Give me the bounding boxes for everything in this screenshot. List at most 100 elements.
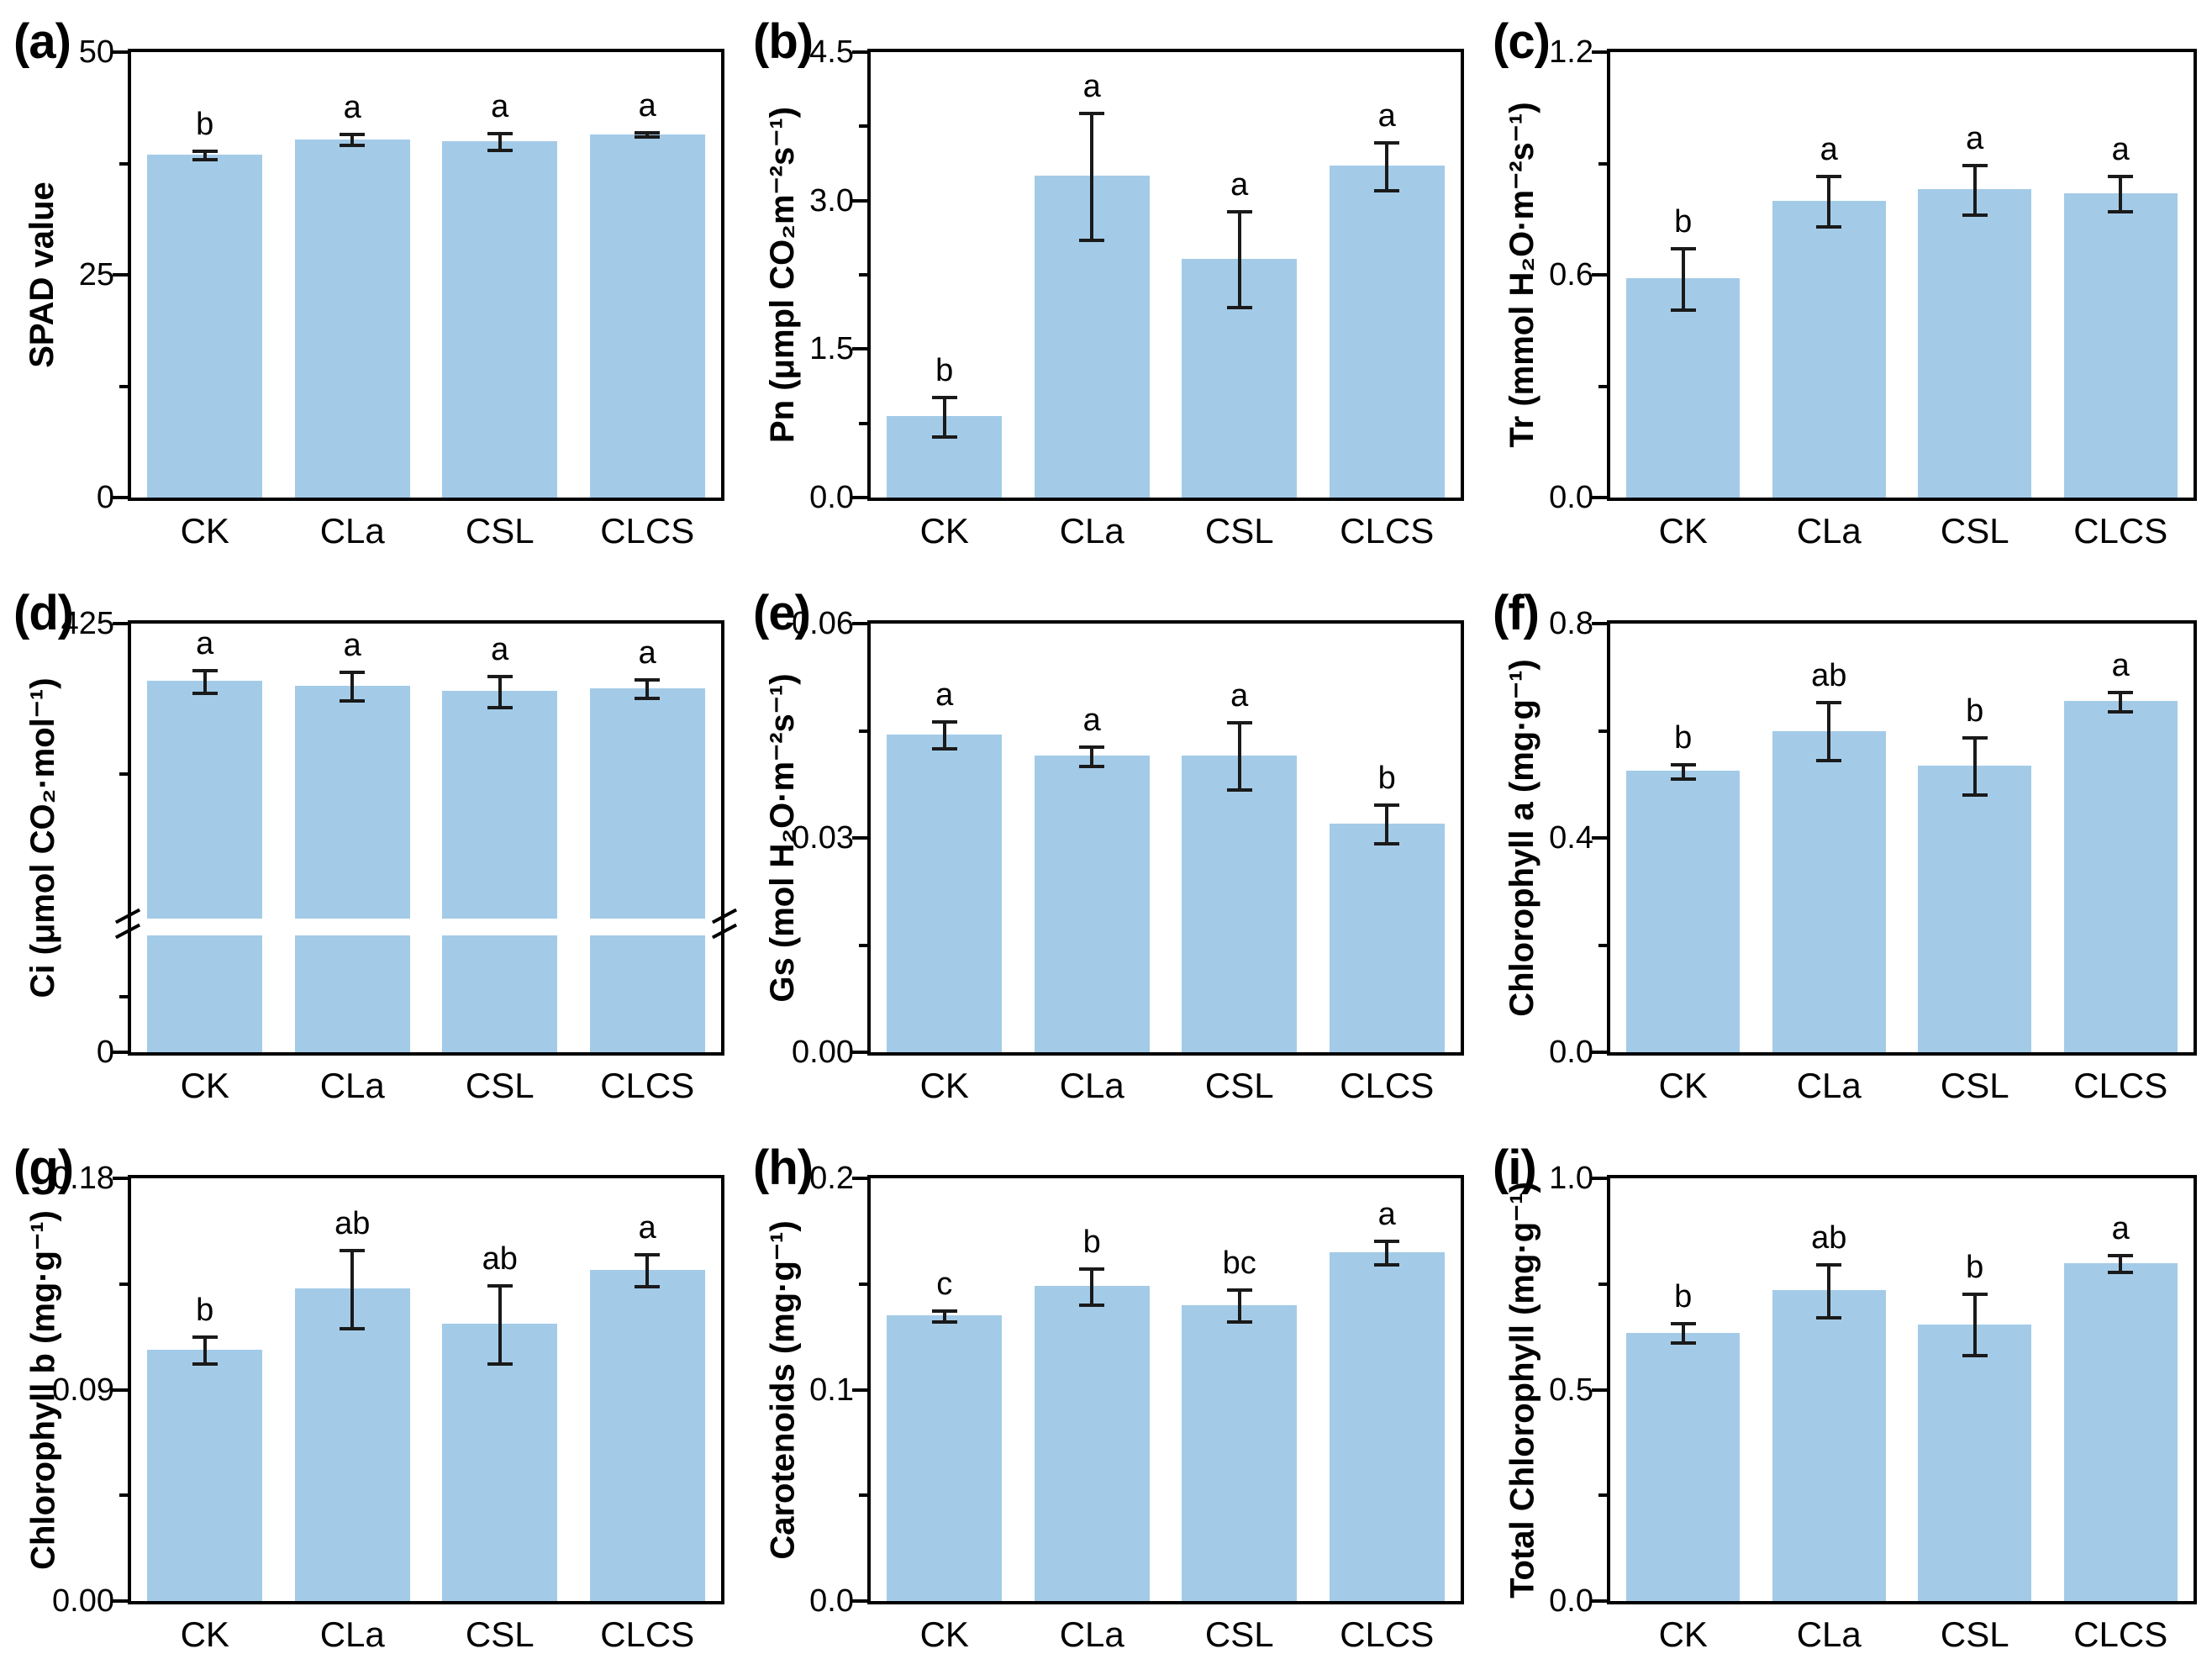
y-minor-tick bbox=[859, 124, 867, 129]
error-bar-cap-top bbox=[192, 149, 218, 153]
error-bar bbox=[1385, 1239, 1389, 1266]
error-bar-cap-bottom bbox=[192, 158, 218, 162]
bar bbox=[590, 1270, 705, 1601]
error-bar bbox=[1972, 1292, 1977, 1356]
error-bar bbox=[1090, 745, 1094, 766]
y-major-tick bbox=[113, 496, 128, 499]
bar bbox=[1626, 278, 1740, 498]
sig-letter: b bbox=[196, 106, 214, 142]
error-bar-cap-bottom bbox=[2108, 710, 2134, 714]
y-minor-tick bbox=[1598, 729, 1607, 733]
x-category-label: CK bbox=[919, 1066, 969, 1105]
y-minor-tick bbox=[859, 1282, 867, 1286]
error-bar bbox=[942, 719, 946, 749]
y-major-tick bbox=[1592, 836, 1607, 840]
y-tick-label: 25 bbox=[78, 257, 114, 292]
bar bbox=[887, 735, 1002, 1052]
error-bar-cap-top bbox=[1670, 1322, 1696, 1326]
x-category-label: CLa bbox=[1059, 511, 1124, 550]
error-bar-cap-bottom bbox=[2108, 209, 2134, 213]
y-minor-tick bbox=[1598, 161, 1607, 166]
error-bar-cap-bottom bbox=[1079, 765, 1105, 768]
sig-letter: a bbox=[1966, 120, 1984, 156]
bar bbox=[590, 134, 705, 498]
bar bbox=[1626, 771, 1740, 1052]
error-bar-cap-top bbox=[192, 1335, 218, 1340]
y-minor-tick bbox=[1598, 943, 1607, 947]
bar bbox=[442, 691, 557, 1052]
error-bar-cap-bottom bbox=[635, 134, 661, 139]
y-major-tick bbox=[1592, 50, 1607, 54]
bar bbox=[295, 686, 410, 1052]
sig-letter: b bbox=[935, 352, 954, 388]
x-category-label: CK bbox=[919, 1614, 969, 1654]
error-bar-cap-top bbox=[1226, 721, 1252, 725]
error-bar-cap-top bbox=[635, 677, 661, 682]
x-category-label: CSL bbox=[1204, 1614, 1274, 1654]
sig-letter: a bbox=[1082, 702, 1101, 738]
sig-letter: bc bbox=[1222, 1245, 1256, 1281]
sig-letter: b bbox=[1377, 761, 1396, 797]
y-axis-label: Pn (μmpl CO₂m⁻²s⁻¹) bbox=[764, 106, 801, 444]
bar bbox=[1772, 731, 1886, 1052]
y-tick-label: 0.6 bbox=[1549, 257, 1593, 292]
error-bar bbox=[498, 675, 502, 708]
x-category-label: CLa bbox=[1796, 1614, 1862, 1654]
error-bar-cap-bottom bbox=[1374, 841, 1400, 845]
x-category-label: CLCS bbox=[1340, 511, 1435, 550]
y-major-tick bbox=[852, 1051, 867, 1054]
error-bar bbox=[1237, 210, 1241, 308]
sig-letter: ab bbox=[1811, 658, 1847, 694]
error-bar bbox=[498, 1283, 502, 1364]
error-bar-cap-top bbox=[1816, 174, 1842, 178]
error-bar-cap-bottom bbox=[1962, 793, 1988, 797]
bar bbox=[1330, 1252, 1445, 1601]
error-bar-cap-top bbox=[635, 1253, 661, 1257]
sig-letter: b bbox=[1082, 1224, 1101, 1260]
bar bbox=[1918, 766, 2031, 1052]
x-category-label: CK bbox=[180, 1614, 229, 1654]
error-bar-cap-top bbox=[1374, 803, 1400, 808]
x-category-label: CLa bbox=[319, 1066, 385, 1105]
y-major-tick bbox=[852, 622, 867, 625]
x-category-label: CSL bbox=[1204, 511, 1274, 550]
error-bar-cap-top bbox=[1816, 1262, 1842, 1267]
sig-letter: ab bbox=[334, 1205, 371, 1241]
axis-break-band bbox=[131, 919, 721, 935]
y-major-tick bbox=[113, 50, 128, 54]
error-bar bbox=[498, 132, 502, 150]
error-bar bbox=[1827, 174, 1831, 227]
x-category-label: CK bbox=[180, 511, 229, 550]
error-bar-cap-top bbox=[2108, 690, 2134, 694]
sig-letter: a bbox=[343, 90, 361, 126]
sig-letter: b bbox=[1674, 203, 1693, 240]
error-bar-cap-top bbox=[340, 1248, 366, 1252]
x-category-label: CK bbox=[1658, 511, 1708, 550]
bar bbox=[1918, 189, 2031, 498]
y-tick-label: 0.00 bbox=[792, 1035, 854, 1070]
error-bar-cap-bottom bbox=[931, 435, 957, 440]
error-bar-cap-bottom bbox=[1226, 788, 1252, 793]
x-category-label: CLCS bbox=[2073, 1614, 2168, 1654]
error-bar-cap-top bbox=[1226, 210, 1252, 214]
sig-letter: b bbox=[1674, 719, 1693, 756]
y-major-tick bbox=[113, 1388, 128, 1392]
bar bbox=[1330, 166, 1445, 498]
bar bbox=[147, 1350, 262, 1601]
sig-letter: a bbox=[1377, 1196, 1396, 1232]
error-bar-cap-bottom bbox=[1374, 188, 1400, 192]
sig-letter: a bbox=[196, 625, 214, 661]
y-axis-label: Ci (μmol CO₂·mol⁻¹) bbox=[24, 677, 61, 998]
error-bar bbox=[645, 1253, 650, 1287]
panel-letter: (a) bbox=[13, 14, 71, 69]
bar bbox=[442, 1324, 557, 1601]
y-tick-label: 0.0 bbox=[1549, 480, 1593, 515]
y-tick-label: 0.0 bbox=[809, 480, 854, 515]
x-category-label: CLa bbox=[319, 1614, 385, 1654]
error-bar bbox=[1681, 246, 1685, 310]
sig-letter: a bbox=[638, 635, 656, 671]
y-tick-label: 0.4 bbox=[1549, 820, 1593, 856]
x-category-label: CK bbox=[1658, 1614, 1708, 1654]
error-bar-cap-bottom bbox=[487, 148, 513, 152]
bar bbox=[1626, 1333, 1740, 1601]
